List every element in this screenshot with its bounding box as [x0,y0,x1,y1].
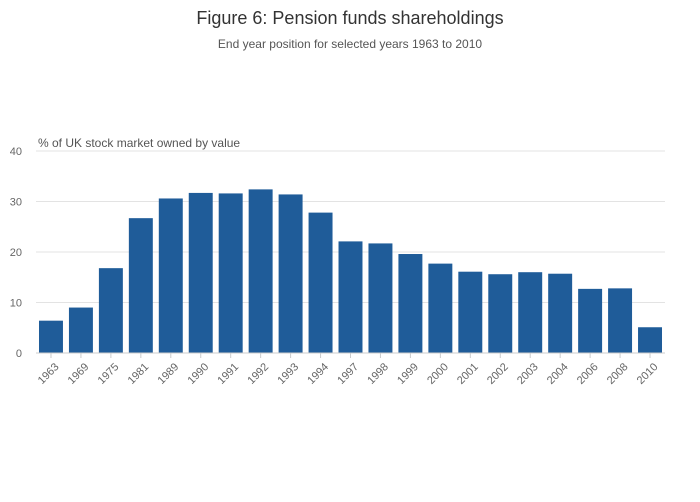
bar-2008 [608,288,633,353]
x-tick-label: 1994 [305,361,331,387]
y-axis-label: % of UK stock market owned by value [38,136,240,150]
bar-1975 [98,268,123,353]
bar-1993 [278,194,303,353]
bar-1963 [38,320,63,353]
bar-1969 [68,307,93,353]
x-tick-label: 2008 [605,361,631,387]
bar-1991 [218,193,243,353]
bar-1989 [158,198,183,353]
bars [38,189,663,353]
x-tick-label: 2000 [425,361,451,387]
bar-1992 [248,189,273,353]
x-tick-label: 1975 [96,361,122,387]
bar-2002 [488,274,513,353]
x-tick-label: 1992 [245,361,271,387]
y-tick-label: 20 [10,247,22,259]
x-tick-label: 1993 [275,361,301,387]
y-tick-label: 0 [16,348,22,360]
bar-1998 [368,243,393,353]
y-tick-label: 40 [10,146,22,158]
bar-2004 [548,273,573,353]
x-tick-label: 1969 [66,361,92,387]
y-tick-label: 30 [10,197,22,209]
bar-1997 [338,241,363,353]
x-axis-ticks: 1963 1969 1975 1981 1989 1990 1991 1992 1993 1994… [36,353,661,387]
x-tick-label: 1990 [186,361,212,387]
x-tick-label: 2010 [635,361,661,387]
x-tick-label: 1981 [126,361,152,387]
bar-1999 [398,254,423,353]
bar-1990 [188,192,213,353]
x-tick-label: 1963 [36,361,62,387]
bar-1981 [128,218,153,353]
x-tick-label: 2003 [515,361,541,387]
chart-subtitle: End year position for selected years 196… [218,37,482,51]
bar-2000 [428,263,453,353]
bar-2003 [518,272,543,353]
x-tick-label: 2004 [545,361,571,387]
x-tick-label: 1999 [395,361,421,387]
x-tick-label: 1998 [365,361,391,387]
y-tick-label: 10 [10,298,22,310]
x-tick-label: 2002 [485,361,511,387]
y-axis-ticks: 0 10 20 30 40 [10,146,22,360]
bar-2010 [638,327,663,353]
bar-1994 [308,212,333,353]
chart-title: Figure 6: Pension funds shareholdings [196,8,503,28]
x-tick-label: 1997 [335,361,361,387]
bar-2001 [458,271,483,353]
x-tick-label: 1989 [156,361,182,387]
x-tick-label: 2001 [455,361,481,387]
x-tick-label: 2006 [575,361,601,387]
x-tick-label: 1991 [215,361,241,387]
bar-2006 [578,288,603,353]
